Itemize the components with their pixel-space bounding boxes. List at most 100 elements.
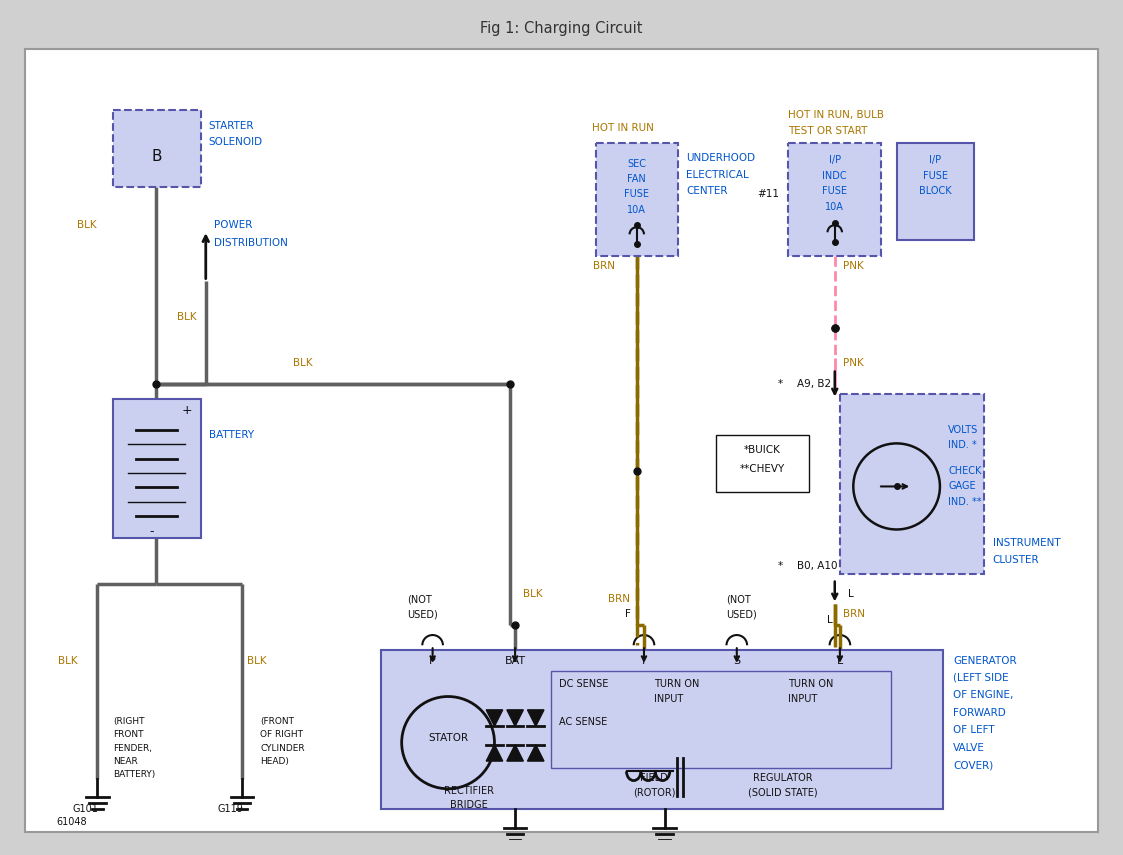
Text: I: I (642, 656, 646, 665)
Text: (ROTOR): (ROTOR) (633, 787, 676, 798)
Text: IND. **: IND. ** (948, 497, 982, 507)
Text: CENTER: CENTER (686, 186, 728, 196)
Text: CLUSTER: CLUSTER (993, 555, 1039, 565)
Text: G101: G101 (73, 805, 99, 814)
Text: FUSE: FUSE (923, 171, 948, 180)
Text: SOLENOID: SOLENOID (209, 137, 263, 147)
Text: BLK: BLK (177, 312, 197, 322)
Text: +: + (182, 404, 193, 417)
Text: STARTER: STARTER (209, 121, 254, 131)
Text: RECTIFIER: RECTIFIER (444, 786, 494, 796)
Text: DC SENSE: DC SENSE (559, 679, 609, 689)
Text: OF LEFT: OF LEFT (953, 725, 995, 735)
Text: STATOR: STATOR (428, 733, 468, 742)
Text: SEC: SEC (628, 158, 646, 168)
Text: *BUICK: *BUICK (745, 445, 780, 456)
Text: **CHEVY: **CHEVY (740, 464, 785, 474)
Text: USED): USED) (727, 610, 757, 619)
Bar (551, 671, 892, 769)
Text: *: * (778, 561, 783, 571)
Text: P: P (429, 656, 436, 665)
Text: NEAR: NEAR (113, 757, 138, 766)
Text: TEST OR START: TEST OR START (788, 126, 868, 136)
Text: I/P: I/P (929, 156, 941, 165)
Polygon shape (506, 745, 523, 761)
Text: Fig 1: Charging Circuit: Fig 1: Charging Circuit (481, 21, 642, 37)
Text: -: - (149, 525, 154, 539)
Text: OF ENGINE,: OF ENGINE, (953, 690, 1014, 700)
Text: FORWARD: FORWARD (953, 708, 1006, 718)
Text: COVER): COVER) (953, 760, 994, 770)
Text: 10A: 10A (825, 202, 844, 211)
Text: #11: #11 (757, 189, 779, 199)
Text: FRONT: FRONT (113, 730, 144, 740)
Text: TURN ON: TURN ON (788, 679, 833, 689)
Text: POWER: POWER (214, 220, 253, 230)
Text: B0, A10: B0, A10 (796, 561, 837, 571)
Text: (RIGHT: (RIGHT (113, 717, 145, 726)
Text: PNK: PNK (843, 358, 864, 369)
Text: CHECK: CHECK (948, 466, 982, 476)
Text: VALVE: VALVE (953, 743, 985, 752)
Bar (840, 394, 984, 574)
Text: BATTERY: BATTERY (209, 430, 254, 440)
Text: BLK: BLK (76, 220, 97, 230)
Text: GAGE: GAGE (948, 481, 976, 492)
Text: PNK: PNK (843, 261, 864, 271)
Text: BLOCK: BLOCK (919, 186, 951, 196)
Text: BLK: BLK (58, 656, 77, 665)
Text: USED): USED) (407, 610, 438, 619)
Bar (113, 110, 201, 187)
Text: B: B (152, 150, 162, 164)
Text: TURN ON: TURN ON (655, 679, 700, 689)
Text: AC SENSE: AC SENSE (559, 717, 608, 727)
Text: BLK: BLK (247, 656, 266, 665)
Text: BLK: BLK (523, 589, 544, 598)
Bar (113, 399, 201, 538)
Text: FENDER,: FENDER, (113, 744, 152, 752)
Text: F: F (626, 610, 631, 619)
Text: (SOLID STATE): (SOLID STATE) (748, 787, 818, 798)
Polygon shape (528, 745, 544, 761)
Text: BRN: BRN (608, 594, 630, 604)
Bar (788, 143, 882, 256)
Polygon shape (486, 745, 503, 761)
Text: BRN: BRN (593, 261, 615, 271)
Text: A9, B2: A9, B2 (796, 379, 831, 389)
Text: (NOT: (NOT (727, 594, 751, 604)
Text: BRIDGE: BRIDGE (450, 800, 487, 810)
Text: INPUT: INPUT (655, 694, 684, 705)
Text: GENERATOR: GENERATOR (953, 656, 1017, 665)
Text: BAT: BAT (504, 656, 526, 665)
Text: VOLTS: VOLTS (948, 425, 978, 435)
Bar (716, 435, 809, 492)
Text: FUSE: FUSE (624, 189, 649, 199)
Bar (381, 651, 943, 809)
Text: FUSE: FUSE (822, 186, 847, 196)
Text: (NOT: (NOT (407, 594, 431, 604)
Polygon shape (506, 710, 523, 726)
Polygon shape (486, 710, 503, 726)
Text: REGULATOR: REGULATOR (754, 774, 813, 783)
Text: S: S (733, 656, 740, 665)
Text: 61048: 61048 (56, 817, 86, 828)
Text: OF RIGHT: OF RIGHT (261, 730, 303, 740)
Text: 10A: 10A (628, 204, 646, 215)
Text: DISTRIBUTION: DISTRIBUTION (214, 239, 287, 249)
Text: FAN: FAN (628, 174, 646, 184)
Text: CYLINDER: CYLINDER (261, 744, 305, 752)
Bar (595, 143, 678, 256)
Text: L: L (837, 656, 843, 665)
Text: L: L (827, 615, 832, 624)
Text: IND. *: IND. * (948, 440, 977, 451)
Text: HEAD): HEAD) (261, 757, 290, 766)
Text: BATTERY): BATTERY) (113, 770, 155, 779)
Text: HOT IN RUN, BULB: HOT IN RUN, BULB (788, 110, 884, 121)
Text: BRN: BRN (843, 610, 865, 619)
Polygon shape (528, 710, 544, 726)
Text: HOT IN RUN: HOT IN RUN (593, 122, 655, 133)
Text: G119: G119 (217, 805, 243, 814)
Text: *: * (778, 379, 783, 389)
Text: I/P: I/P (829, 156, 841, 165)
Text: (LEFT SIDE: (LEFT SIDE (953, 673, 1008, 683)
